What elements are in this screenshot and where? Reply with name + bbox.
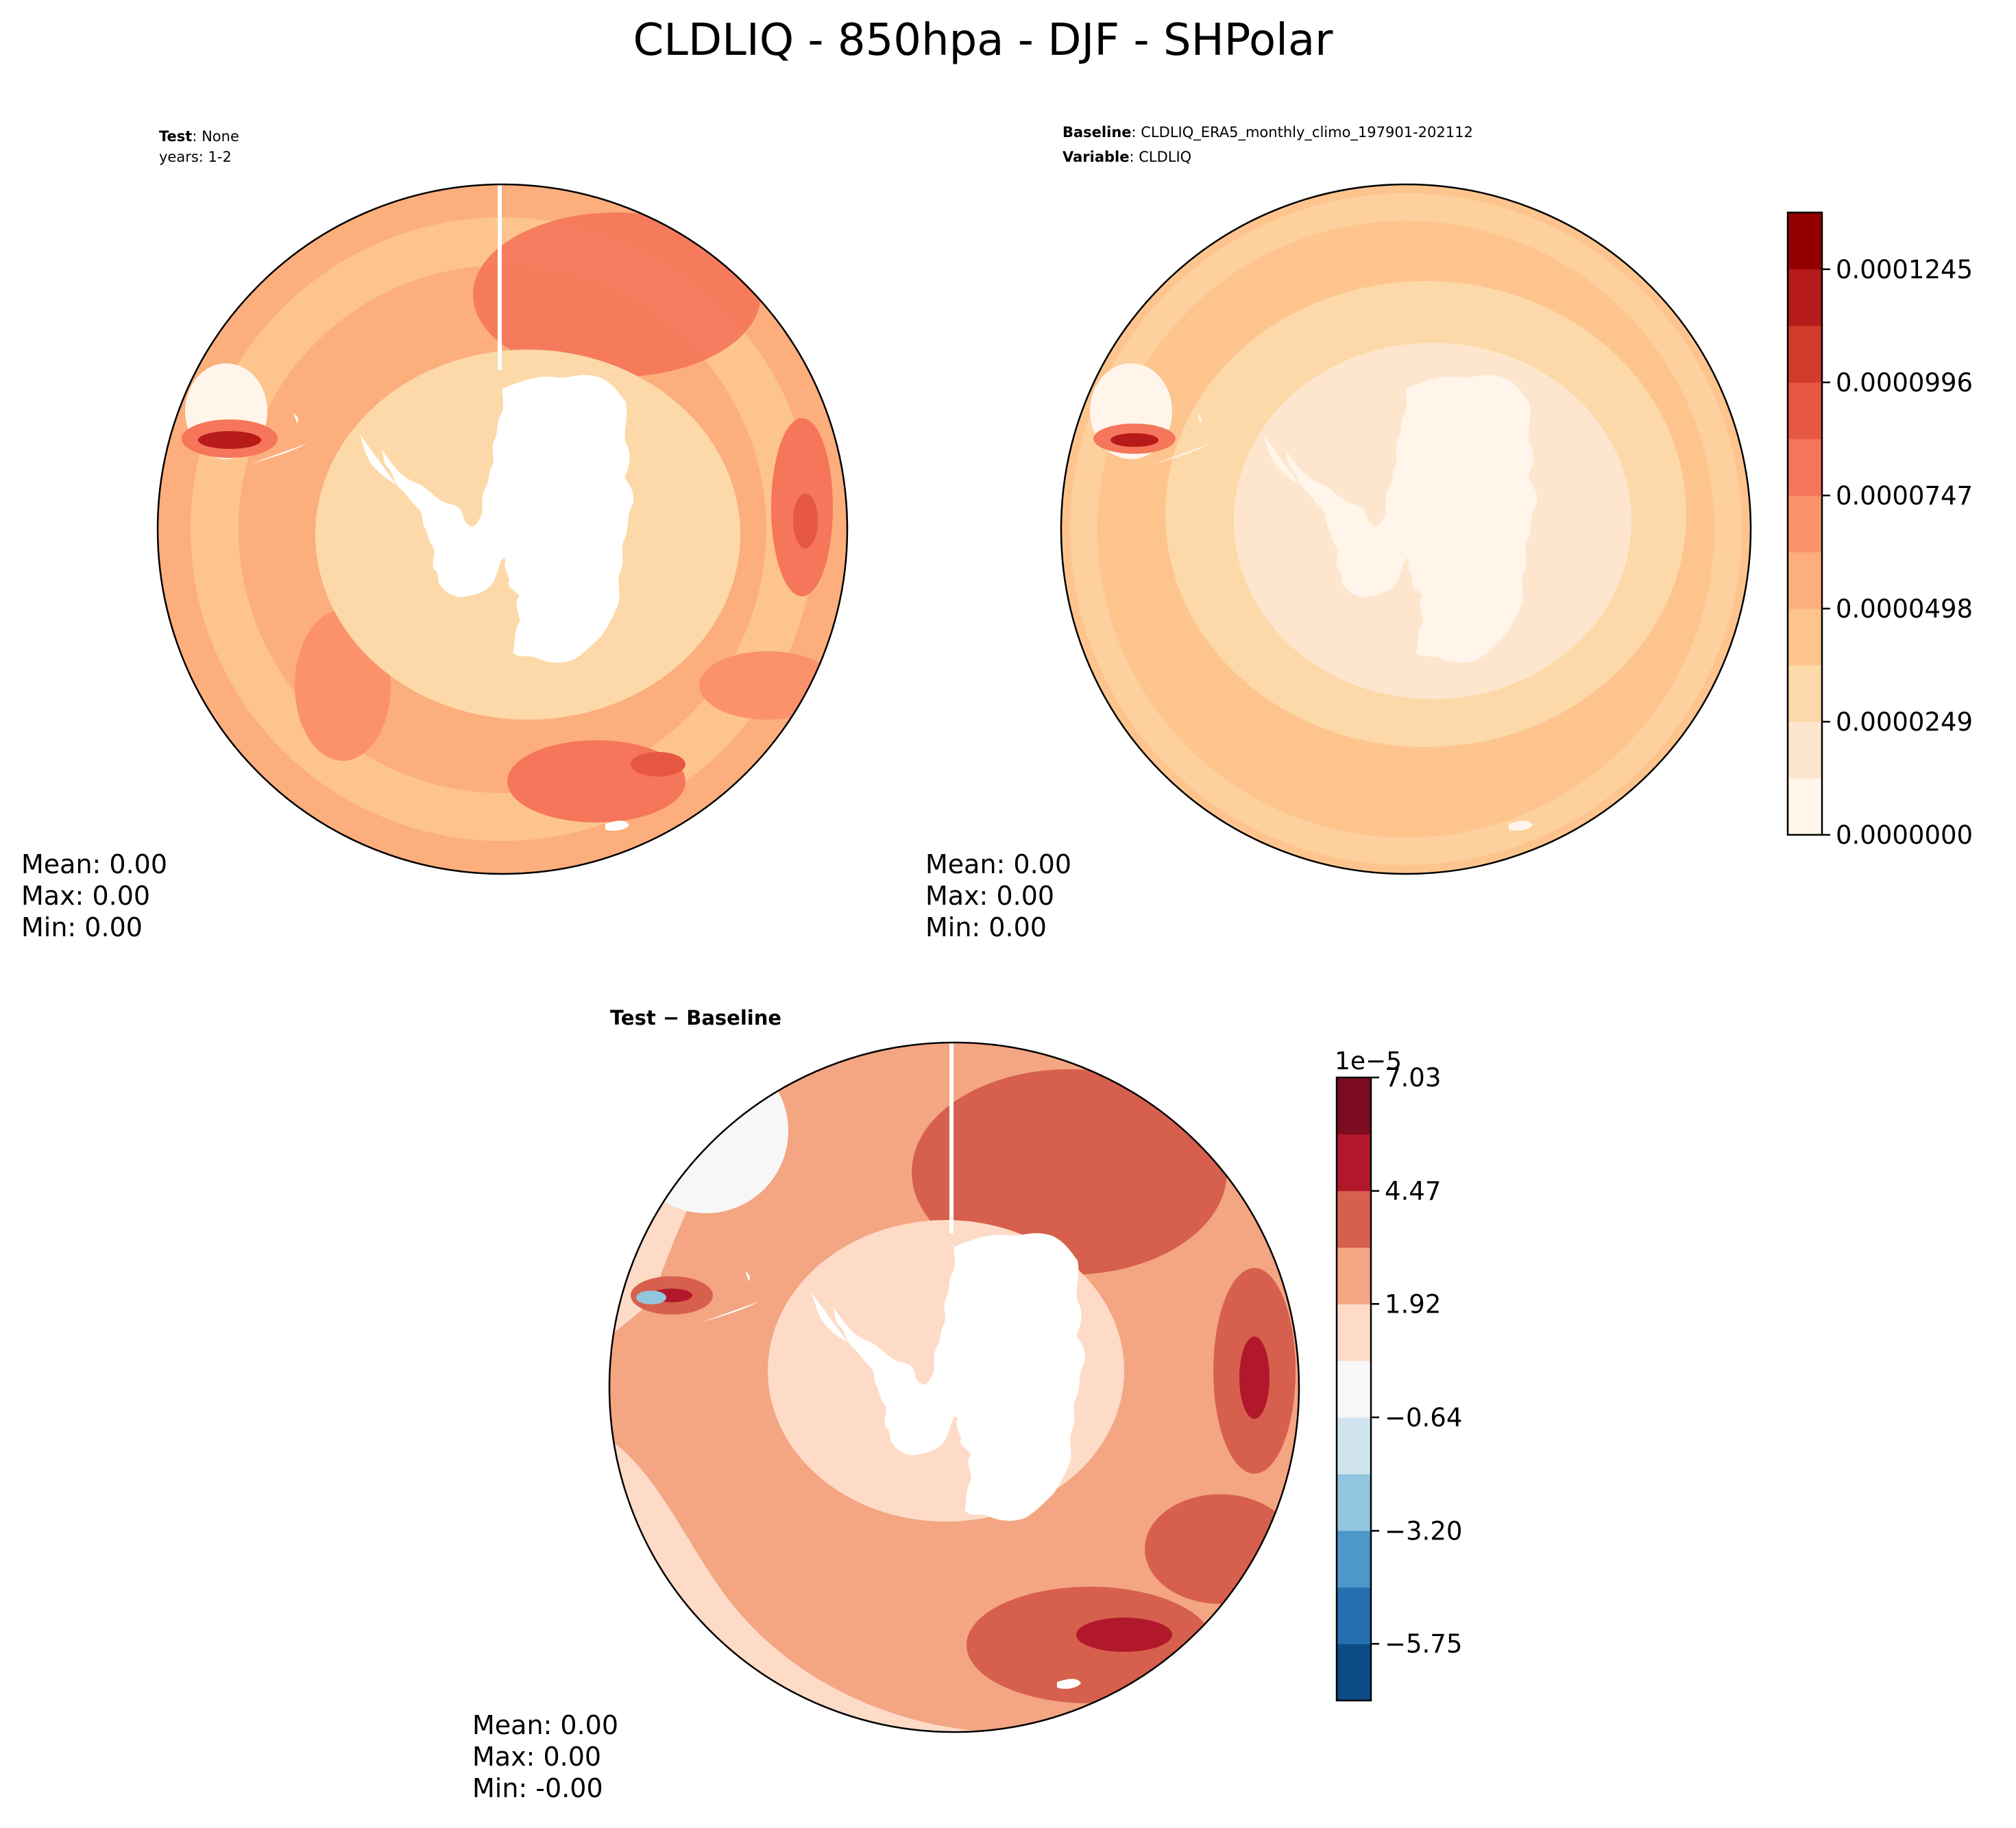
test-label-bold: Test (159, 128, 192, 145)
diff-colorbar-swatch-5 (1337, 1361, 1371, 1418)
baseline-map-field (1061, 184, 1751, 874)
diff-colorbar-swatch-1 (1337, 1587, 1371, 1644)
panel-difference: Test − Baseline Mean: 0.00 Max: 0.00 Min… (472, 1006, 1462, 1803)
diff-colorbar-swatch-2 (1337, 1531, 1371, 1588)
baseline-stat-max: Max: 0.00 (925, 881, 1054, 911)
baseline-colorbar-tick-label-3: 0.0000747 (1836, 481, 1973, 511)
diff-colorbar-swatch-9 (1337, 1134, 1371, 1191)
diff-colorbar-tick-label-1: −3.20 (1385, 1516, 1462, 1546)
baseline-colorbar-swatch-10 (1788, 212, 1822, 270)
baseline-colorbar-swatch-1 (1788, 721, 1822, 779)
diff-colorbar-swatch-4 (1337, 1417, 1371, 1474)
baseline-label-value: CLDLIQ_ERA5_monthly_climo_197901-202112 (1141, 124, 1473, 141)
baseline-colorbar-tick-label-2: 0.0000498 (1836, 594, 1973, 624)
diff-colorbar-swatch-7 (1337, 1247, 1371, 1305)
diff-stat-mean: Mean: 0.00 (472, 1710, 618, 1740)
baseline-colorbar-swatch-2 (1788, 665, 1822, 722)
figure-title: CLDLIQ - 850hpa - DJF - SHPolar (633, 15, 1334, 66)
diff-label-bold: Test − Baseline (610, 1006, 781, 1029)
baseline-label-bold: Baseline (1062, 124, 1132, 141)
diff-colorbar-tick-label-4: 4.47 (1385, 1177, 1441, 1206)
baseline-label-sep: : (1132, 124, 1141, 141)
baseline-colorbar-swatch-6 (1788, 439, 1822, 496)
test-stat-max: Max: 0.00 (21, 881, 150, 911)
diff-stat-max: Max: 0.00 (472, 1742, 601, 1772)
test-map-boundary (156, 183, 849, 875)
test-stat-mean: Mean: 0.00 (21, 849, 167, 879)
diff-map-field (609, 1043, 1299, 1732)
baseline-colorbar-swatch-0 (1788, 778, 1822, 836)
baseline-variable-value: CLDLIQ (1139, 149, 1191, 165)
baseline-variable-bold: Variable (1062, 149, 1129, 165)
baseline-map-boundary (1060, 183, 1752, 875)
baseline-colorbar-swatch-5 (1788, 495, 1822, 552)
svg-text:Baseline: CLDLIQ_ERA5_monthly_: Baseline: CLDLIQ_ERA5_monthly_climo_1979… (1062, 124, 1473, 141)
panel-baseline: Baseline: CLDLIQ_ERA5_monthly_climo_1979… (925, 124, 1973, 942)
diff-colorbar-offset: 1e−5 (1335, 1047, 1402, 1075)
baseline-colorbar: 0.0000000 0.0000249 0.0000498 0.0000747 0.00… (1786, 211, 1973, 850)
diff-colorbar-swatch-10 (1337, 1077, 1371, 1135)
diff-colorbar-tick-label-2: −0.64 (1385, 1403, 1462, 1433)
baseline-colorbar-swatch-7 (1788, 382, 1822, 439)
baseline-colorbar-swatch-9 (1788, 269, 1822, 326)
diff-colorbar-swatch-3 (1337, 1474, 1371, 1531)
diff-colorbar-tick-label-3: 1.92 (1385, 1289, 1441, 1319)
diff-colorbar-swatch-8 (1337, 1191, 1371, 1248)
test-label-sep: : (192, 128, 202, 145)
baseline-colorbar-swatch-4 (1788, 552, 1822, 609)
baseline-colorbar-tick-label-5: 0.0001245 (1836, 255, 1973, 284)
baseline-colorbar-swatch-3 (1788, 608, 1822, 666)
baseline-colorbar-tick-label-0: 0.0000000 (1836, 820, 1973, 850)
baseline-variable-sep: : (1129, 149, 1139, 165)
baseline-colorbar-frame (1786, 211, 1823, 836)
diff-colorbar-frame (1335, 1076, 1372, 1702)
baseline-colorbar-swatch-8 (1788, 326, 1822, 383)
diff-colorbar-swatch-6 (1337, 1304, 1371, 1361)
baseline-stat-mean: Mean: 0.00 (925, 849, 1071, 879)
diff-colorbar: −5.75 −3.20 −0.64 1.92 4.47 7.03 (1335, 1063, 1462, 1702)
baseline-stat-min: Min: 0.00 (925, 912, 1047, 942)
svg-text:Variable: CLDLIQ: Variable: CLDLIQ (1062, 149, 1191, 165)
baseline-colorbar-tick-label-1: 0.0000249 (1836, 707, 1973, 737)
svg-text:Test: None: Test: None (159, 128, 239, 145)
baseline-colorbar-tick-label-4: 0.0000996 (1836, 368, 1973, 398)
panel-test: Test: None years: 1-2 Mean: 0.00 Max: 0.… (21, 128, 849, 942)
test-years-label: years: 1-2 (159, 149, 232, 165)
diff-colorbar-swatch-0 (1337, 1644, 1371, 1701)
diff-colorbar-tick-label-5: 7.03 (1385, 1063, 1441, 1093)
diff-map-boundary (608, 1041, 1300, 1733)
test-map-field (158, 184, 847, 874)
test-label-value: None (202, 128, 239, 145)
diff-stat-min: Min: -0.00 (472, 1773, 603, 1803)
diff-colorbar-tick-label-0: −5.75 (1385, 1629, 1462, 1659)
test-stat-min: Min: 0.00 (21, 912, 143, 942)
